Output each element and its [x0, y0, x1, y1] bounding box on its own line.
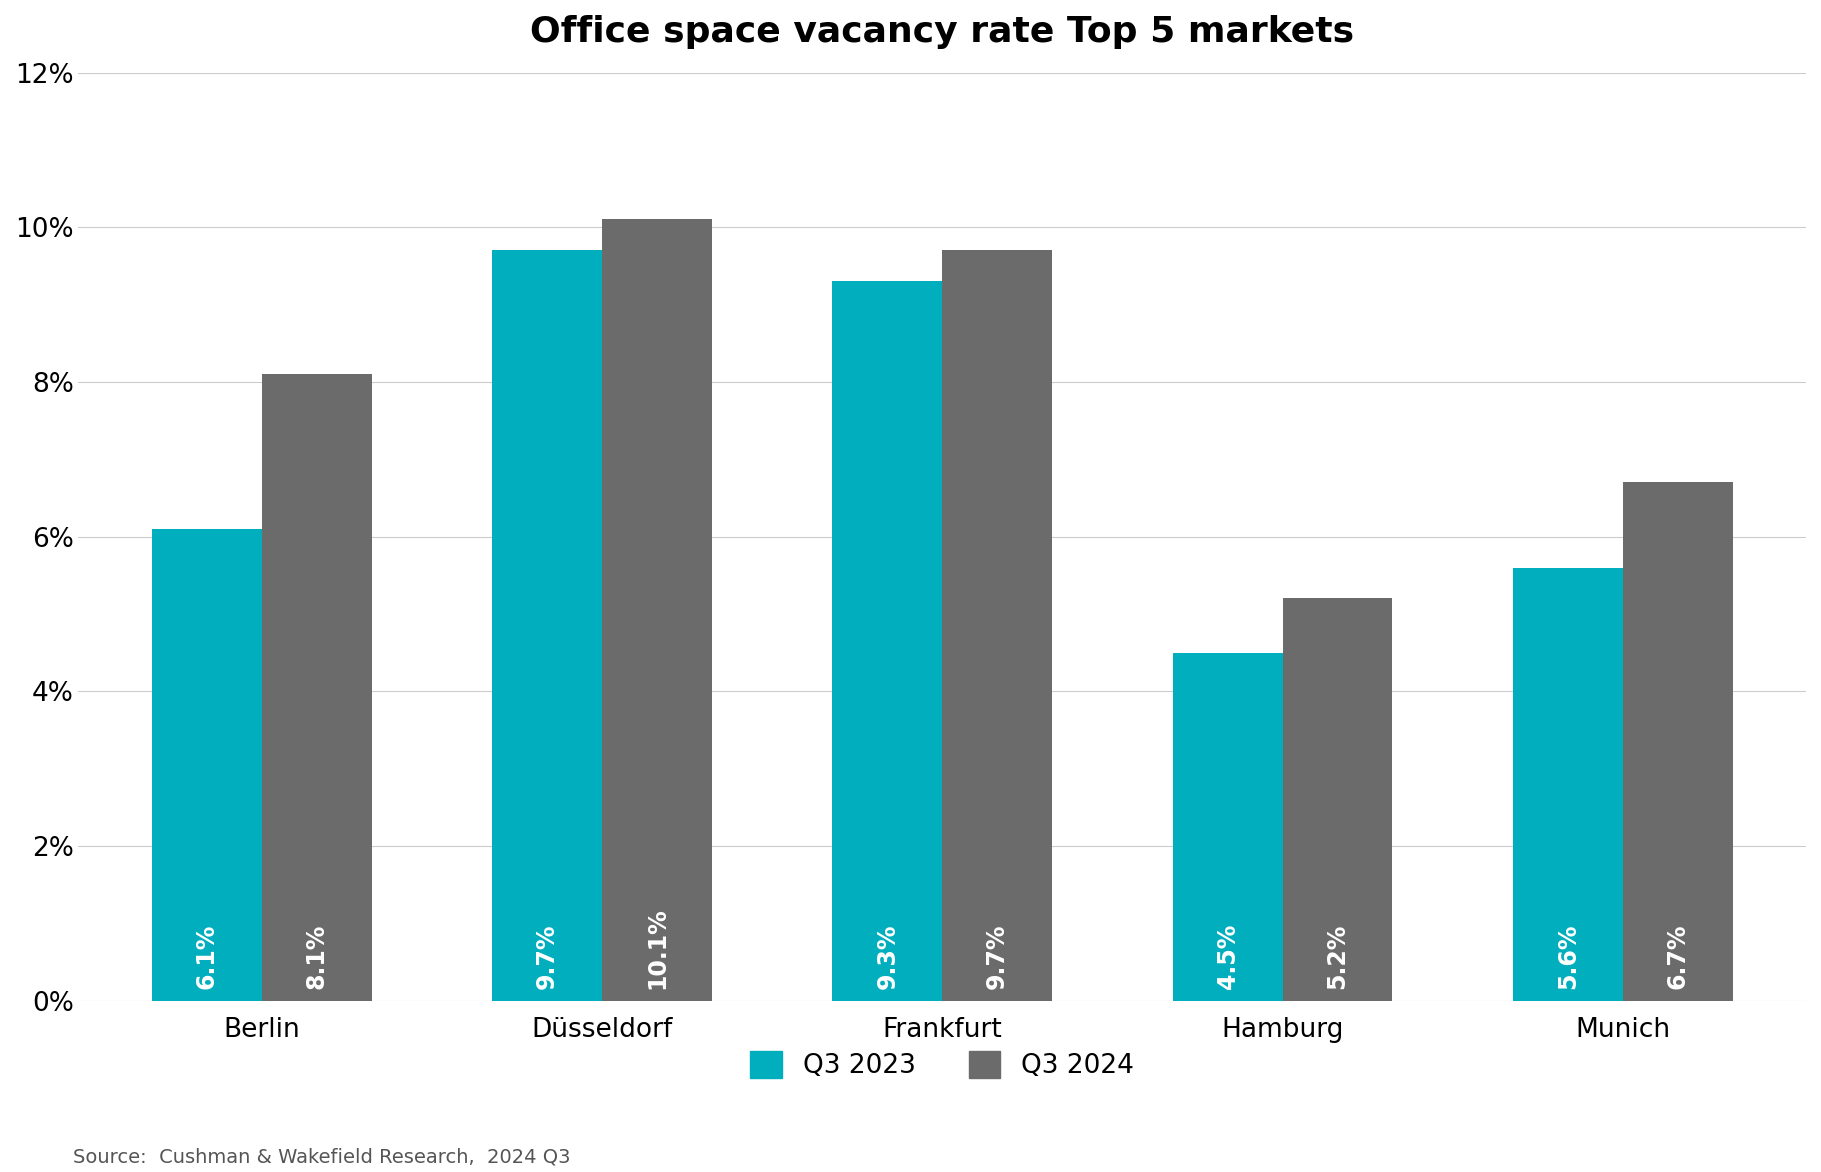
Bar	[492, 251, 603, 1001]
Bar	[1513, 567, 1623, 1001]
Text: 4.5%: 4.5%	[1216, 924, 1240, 989]
Text: 10.1%: 10.1%	[645, 907, 668, 989]
Legend: Q3 2023, Q3 2024: Q3 2023, Q3 2024	[739, 1040, 1145, 1090]
Text: 9.7%: 9.7%	[535, 924, 559, 989]
Text: 6.1%: 6.1%	[195, 924, 219, 989]
Bar	[941, 251, 1053, 1001]
Text: Source:  Cushman & Wakefield Research,  2024 Q3: Source: Cushman & Wakefield Research, 20…	[73, 1147, 570, 1166]
Text: 5.2%: 5.2%	[1326, 924, 1349, 989]
Bar	[832, 281, 941, 1001]
Bar	[603, 219, 712, 1001]
Bar	[262, 374, 371, 1001]
Title: Office space vacancy rate Top 5 markets: Office space vacancy rate Top 5 markets	[530, 15, 1355, 49]
Text: 9.7%: 9.7%	[985, 924, 1009, 989]
Text: 9.3%: 9.3%	[876, 924, 900, 989]
Text: 8.1%: 8.1%	[304, 924, 328, 989]
Bar	[1623, 483, 1734, 1001]
Text: 6.7%: 6.7%	[1666, 924, 1690, 989]
Text: 5.6%: 5.6%	[1555, 924, 1581, 989]
Bar	[1173, 653, 1282, 1001]
Bar	[1282, 599, 1393, 1001]
Bar	[151, 529, 262, 1001]
